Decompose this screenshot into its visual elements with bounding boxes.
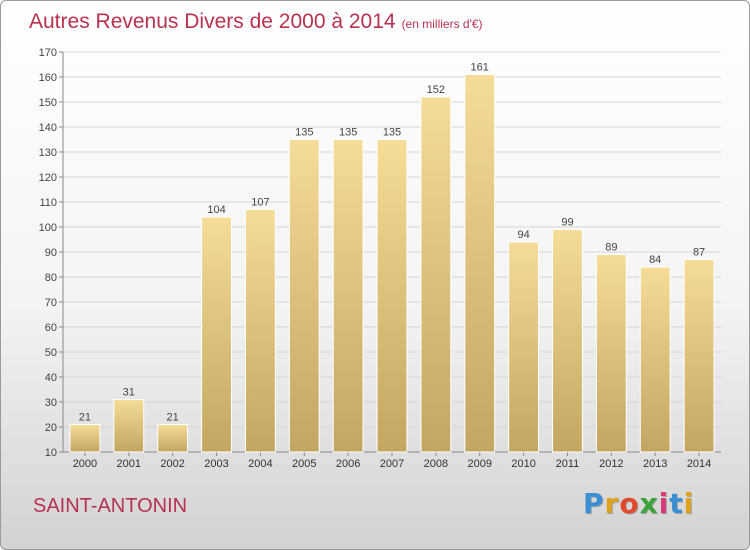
y-tick-label: 10 <box>45 447 57 459</box>
bar-2001 <box>113 399 145 453</box>
bar-2014 <box>683 259 715 453</box>
chart-subtitle: (en milliers d'€) <box>401 17 483 31</box>
bar-2004 <box>244 209 276 453</box>
bar-value-label: 21 <box>79 412 91 424</box>
x-tick-label: 2006 <box>336 458 360 470</box>
bar-value-label: 135 <box>383 127 401 139</box>
bar-2002 <box>157 424 189 453</box>
x-tick-label: 2000 <box>73 458 97 470</box>
y-tick-label: 120 <box>39 172 57 184</box>
bar-value-label: 99 <box>561 217 573 229</box>
y-tick-label: 50 <box>45 347 57 359</box>
bar-value-label: 89 <box>605 242 617 254</box>
y-tick-label: 140 <box>39 122 57 134</box>
bar-2006 <box>332 139 364 453</box>
y-tick-label: 160 <box>39 72 57 84</box>
bar-2009 <box>464 74 496 453</box>
y-tick-label: 80 <box>45 272 57 284</box>
bar-value-label: 161 <box>471 62 489 74</box>
x-tick-label: 2001 <box>117 458 141 470</box>
y-tick-label: 40 <box>45 372 57 384</box>
x-tick-label: 2002 <box>160 458 184 470</box>
bar-value-label: 107 <box>251 197 269 209</box>
y-tick-label: 100 <box>39 222 57 234</box>
bar-value-label: 21 <box>167 412 179 424</box>
y-tick-label: 70 <box>45 297 57 309</box>
proxiti-logo: Proxiti <box>583 487 695 520</box>
bar-value-label: 152 <box>427 84 445 96</box>
commune-name: SAINT-ANTONIN <box>33 495 188 517</box>
bar-value-label: 31 <box>123 387 135 399</box>
bars <box>69 74 715 453</box>
bar-2011 <box>552 229 583 453</box>
bar-value-label: 84 <box>649 254 661 266</box>
bar-2000 <box>69 424 101 453</box>
labels: 10 20 30 40 50 60 70 80 90 100 110 120 130 140 150 160 1… <box>39 47 712 470</box>
x-tick-label: 2014 <box>687 458 711 470</box>
bar-2003 <box>201 216 232 453</box>
bar-2010 <box>508 241 540 453</box>
bar-2008 <box>420 96 452 453</box>
x-tick-label: 2010 <box>511 458 535 470</box>
bar-value-label: 94 <box>517 229 529 241</box>
y-tick-label: 130 <box>39 147 57 159</box>
bar-value-label: 87 <box>693 247 705 259</box>
bar-value-label: 135 <box>295 127 313 139</box>
x-tick-label: 2013 <box>643 458 667 470</box>
x-tick-label: 2003 <box>204 458 228 470</box>
x-tick-label: 2004 <box>248 458 272 470</box>
x-tick-label: 2009 <box>467 458 491 470</box>
y-tick-label: 90 <box>45 247 57 259</box>
y-tick-label: 30 <box>45 397 57 409</box>
chart-title: Autres Revenus Divers de 2000 à 2014 (en … <box>29 10 483 34</box>
bar-2013 <box>639 266 671 453</box>
x-tick-label: 2011 <box>556 458 580 470</box>
y-tick-label: 60 <box>45 322 57 334</box>
x-tick-label: 2008 <box>424 458 448 470</box>
x-tick-label: 2012 <box>599 458 623 470</box>
bar-2005 <box>288 139 320 453</box>
bar-value-label: 104 <box>207 204 225 216</box>
y-tick-label: 20 <box>45 422 57 434</box>
bar-2007 <box>376 139 408 453</box>
x-tick-label: 2007 <box>380 458 404 470</box>
y-tick-label: 150 <box>39 97 57 109</box>
bar-2012 <box>595 254 627 453</box>
y-tick-label: 110 <box>39 197 57 209</box>
bar-value-label: 135 <box>339 127 357 139</box>
y-tick-label: 170 <box>39 47 57 59</box>
x-tick-label: 2005 <box>292 458 316 470</box>
chart-title-text: Autres Revenus Divers de 2000 à 2014 <box>29 10 396 33</box>
